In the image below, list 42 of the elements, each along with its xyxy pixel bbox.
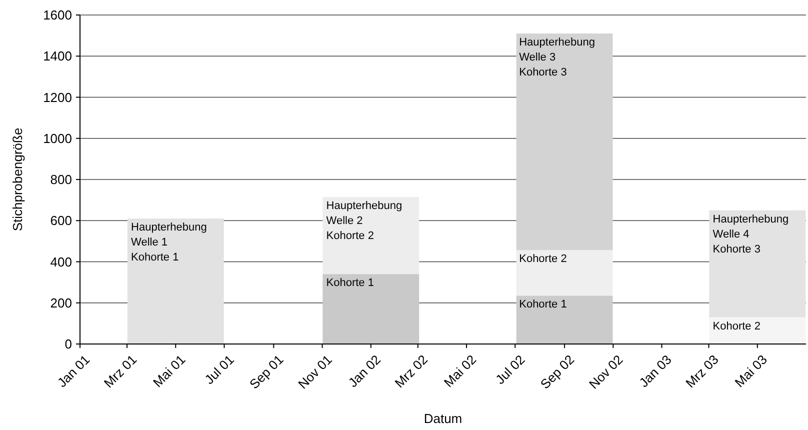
y-tick-label: 1200: [43, 90, 72, 105]
x-tick-label: Sep 01: [246, 352, 286, 392]
bar: [709, 210, 806, 318]
bar: [127, 218, 224, 344]
bar: [516, 34, 613, 250]
bar: [322, 274, 420, 344]
annotation: Haupterhebung Welle 4 Kohorte 3: [712, 213, 789, 256]
y-tick-label: 600: [50, 213, 72, 228]
annotation: Haupterhebung Welle 2 Kohorte 2: [326, 200, 402, 242]
x-tick-label: Sep 02: [537, 352, 578, 392]
annotation: Kohorte 2: [519, 253, 567, 266]
x-tick-label: Mrz 02: [392, 352, 430, 391]
x-tick-label: Mai 02: [440, 352, 480, 390]
y-tick-label: 200: [50, 295, 72, 310]
annotation: Haupterhebung Welle 1 Kohorte 1: [131, 222, 207, 264]
x-axis-title: Datum: [424, 411, 462, 426]
x-tick-label: Jan 03: [636, 352, 674, 390]
y-tick-label: 1400: [43, 48, 72, 64]
x-tick-label: Jan 01: [54, 352, 93, 390]
y-tick-label: 0: [64, 336, 72, 352]
x-tick-label: Mai 03: [732, 352, 770, 390]
x-tick-label: Jul 01: [202, 352, 237, 388]
y-tick-label: 1000: [43, 130, 72, 146]
x-tick-label: Mai 01: [150, 352, 188, 390]
x-tick-label: Jan 02: [345, 352, 384, 390]
x-tick-label: Mrz 03: [682, 352, 722, 391]
annotation: Kohorte 1: [519, 298, 567, 311]
bar: [709, 317, 806, 344]
bar: [516, 250, 613, 296]
x-tick-label: Nov 01: [295, 352, 335, 392]
bar: [516, 296, 613, 344]
y-tick-label: 1600: [43, 8, 72, 23]
y-axis-title: Stichprobengröße: [10, 128, 25, 232]
annotation: Haupterhebung Welle 3 Kohorte 3: [519, 36, 595, 79]
x-tick-label: Jul 02: [492, 352, 528, 388]
x-tick-label: Mrz 01: [100, 352, 140, 391]
y-tick-label: 800: [50, 172, 72, 188]
y-tick-label: 400: [50, 254, 72, 270]
x-tick-label: Nov 02: [586, 352, 626, 392]
bar: [322, 196, 420, 274]
annotation: Kohorte 1: [326, 277, 374, 290]
annotation: Kohorte 2: [712, 320, 760, 332]
